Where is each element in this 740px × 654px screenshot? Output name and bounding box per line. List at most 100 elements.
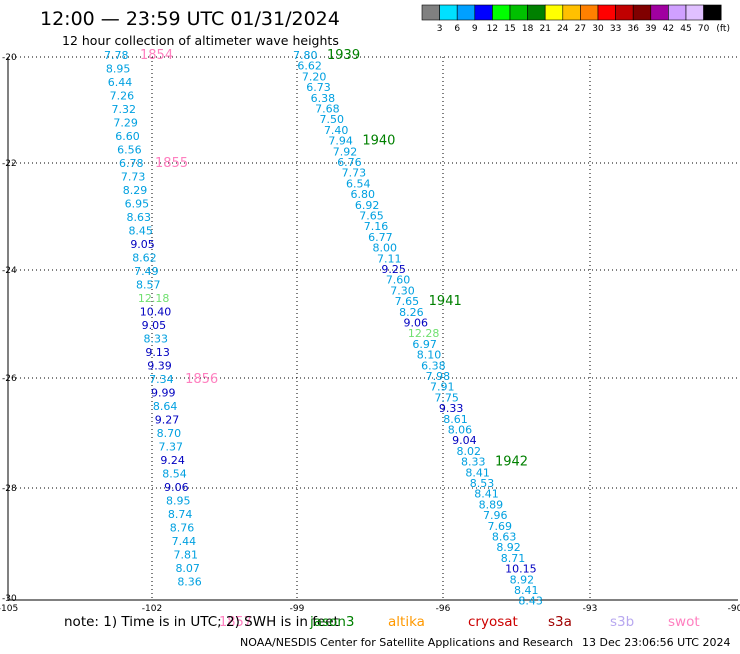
wave-height-value: 7.65 (359, 210, 384, 223)
wave-height-value: 6.54 (346, 177, 371, 190)
wave-height-value: 7.32 (112, 103, 136, 116)
pass-time-label: 1941 (429, 294, 462, 309)
wave-height-value: 7.75 (434, 391, 459, 404)
wave-height-value: 7.68 (315, 103, 340, 116)
altimeter-tracks: 7.788.956.447.267.327.296.606.566.787.73… (104, 48, 543, 630)
wave-height-value: 9.33 (439, 402, 464, 415)
wave-height-value: 8.53 (470, 477, 495, 490)
wave-height-value: 6.92 (355, 199, 380, 212)
legend-swatch (474, 4, 493, 21)
legend-label: 27 (575, 24, 586, 34)
wave-height-value: 6.38 (421, 359, 446, 372)
track-east: 7.806.627.206.736.387.687.507.407.947.92… (293, 48, 543, 608)
legend-label: 39 (645, 24, 657, 34)
wave-height-value: 7.37 (159, 441, 184, 454)
legend-label: 21 (539, 24, 550, 34)
wave-height-value: 8.92 (510, 573, 534, 586)
wave-height-value: 7.96 (483, 509, 508, 522)
lat-lon-grid: -20 -22 -24 -26 -28 -30-105 -102 -99 -96 -93 -90 (0, 53, 740, 614)
wave-height-value: 8.29 (123, 184, 148, 197)
satellite-s3a: s3a (548, 614, 572, 630)
wave-height-value: 9.24 (160, 454, 185, 467)
wave-height-value: 8.62 (132, 252, 157, 265)
wave-height-value: 12.18 (138, 292, 170, 305)
wave-height-value: 9.39 (147, 360, 172, 373)
wave-height-value: 8.70 (157, 427, 182, 440)
wave-height-value: 7.80 (293, 49, 318, 62)
wave-height-value: 8.33 (461, 456, 486, 469)
wave-height-value: 8.64 (153, 400, 178, 413)
wave-height-value: 8.26 (399, 306, 424, 319)
legend-label: 9 (472, 24, 478, 34)
satellite-s3b: s3b (610, 614, 634, 630)
pass-time-label: 1942 (495, 455, 528, 470)
wave-height-value: 8.41 (465, 466, 490, 479)
wave-height-value: 9.06 (404, 317, 429, 330)
wave-height-value: 8.74 (168, 508, 193, 521)
wave-height-value: 6.97 (412, 338, 437, 351)
wave-height-value: 8.61 (443, 413, 468, 426)
wave-height-value: 6.76 (337, 156, 362, 169)
satellite-altika: altika (388, 614, 425, 630)
wave-height-value: 9.05 (142, 319, 167, 332)
legend-label: 36 (627, 24, 639, 34)
wave-height-value: 8.10 (417, 349, 442, 362)
wave-height-value: 8.63 (127, 211, 152, 224)
wave-height-value: 8.45 (128, 225, 153, 238)
lon-tick-label: -93 (583, 604, 598, 614)
wave-height-value: 8.33 (143, 333, 168, 346)
wave-height-value: 7.11 (377, 252, 402, 265)
satellite-cryosat: cryosat (468, 614, 518, 630)
lat-tick-label: -28 (2, 484, 17, 494)
wave-height-value: 7.69 (487, 520, 512, 533)
wave-height-value: 7.16 (364, 220, 389, 233)
wave-height-value: 8.02 (457, 445, 482, 458)
legend-swatch (439, 4, 458, 21)
legend-swatch (544, 4, 564, 21)
wave-height-value: 6.38 (311, 92, 336, 105)
lat-tick-label: -20 (2, 53, 17, 63)
wave-height-value: 6.80 (350, 188, 375, 201)
pass-time-label: 1857 (219, 615, 252, 630)
legend-label: 3 (437, 24, 443, 34)
wave-height-value: 7.29 (113, 117, 137, 130)
satellite-swot: swot (668, 614, 700, 630)
legend-swatch (597, 4, 616, 21)
wave-height-value: 7.40 (324, 124, 349, 137)
satellite-legend: jason3 altika cryosat s3a s3b swot (309, 614, 700, 630)
wave-height-value: 6.44 (108, 76, 133, 89)
pass-time-label: 1939 (327, 48, 360, 63)
footer-credit: NOAA/NESDIS Center for Satellite Applica… (240, 636, 573, 649)
page-subtitle: 12 hour collection of altimeter wave hei… (62, 33, 339, 48)
legend-label: 6 (454, 24, 460, 34)
wave-height-value: 9.27 (155, 414, 180, 427)
wave-height-value: 7.60 (386, 274, 411, 287)
wave-height-value: 6.62 (297, 60, 322, 73)
wave-height-value: 9.06 (164, 481, 189, 494)
wave-height-value: 7.30 (390, 284, 415, 297)
pass-time-label: 1856 (185, 372, 218, 387)
wave-height-value: 6.73 (306, 81, 331, 94)
wave-height-value: 8.57 (136, 279, 161, 292)
legend-label: 30 (592, 24, 604, 34)
lat-tick-label: -26 (2, 374, 17, 384)
lat-tick-label: -22 (2, 159, 17, 169)
wave-height-value: 7.20 (302, 70, 327, 83)
pass-time-label: 1940 (362, 134, 395, 149)
wave-height-value: 10.40 (140, 306, 172, 319)
wave-height-value: 9.25 (381, 263, 406, 276)
legend-swatch (703, 4, 722, 21)
legend-label: 33 (610, 24, 621, 34)
wave-height-value: 7.78 (104, 49, 129, 62)
legend-label: 70 (698, 24, 710, 34)
wave-height-value: 7.73 (121, 171, 146, 184)
legend-swatch (527, 4, 546, 21)
wave-height-value: 6.77 (368, 231, 393, 244)
legend-label: 24 (557, 24, 569, 34)
wave-height-value: 8.63 (492, 531, 517, 544)
wave-height-value: 7.49 (134, 265, 159, 278)
wave-height-value: 6.56 (117, 144, 142, 157)
color-scale-legend: 3 6 9 12 15 18 21 24 27 30 33 36 39 42 45 70 (ft) (421, 4, 730, 34)
satellite-jason3: jason3 (309, 614, 354, 630)
